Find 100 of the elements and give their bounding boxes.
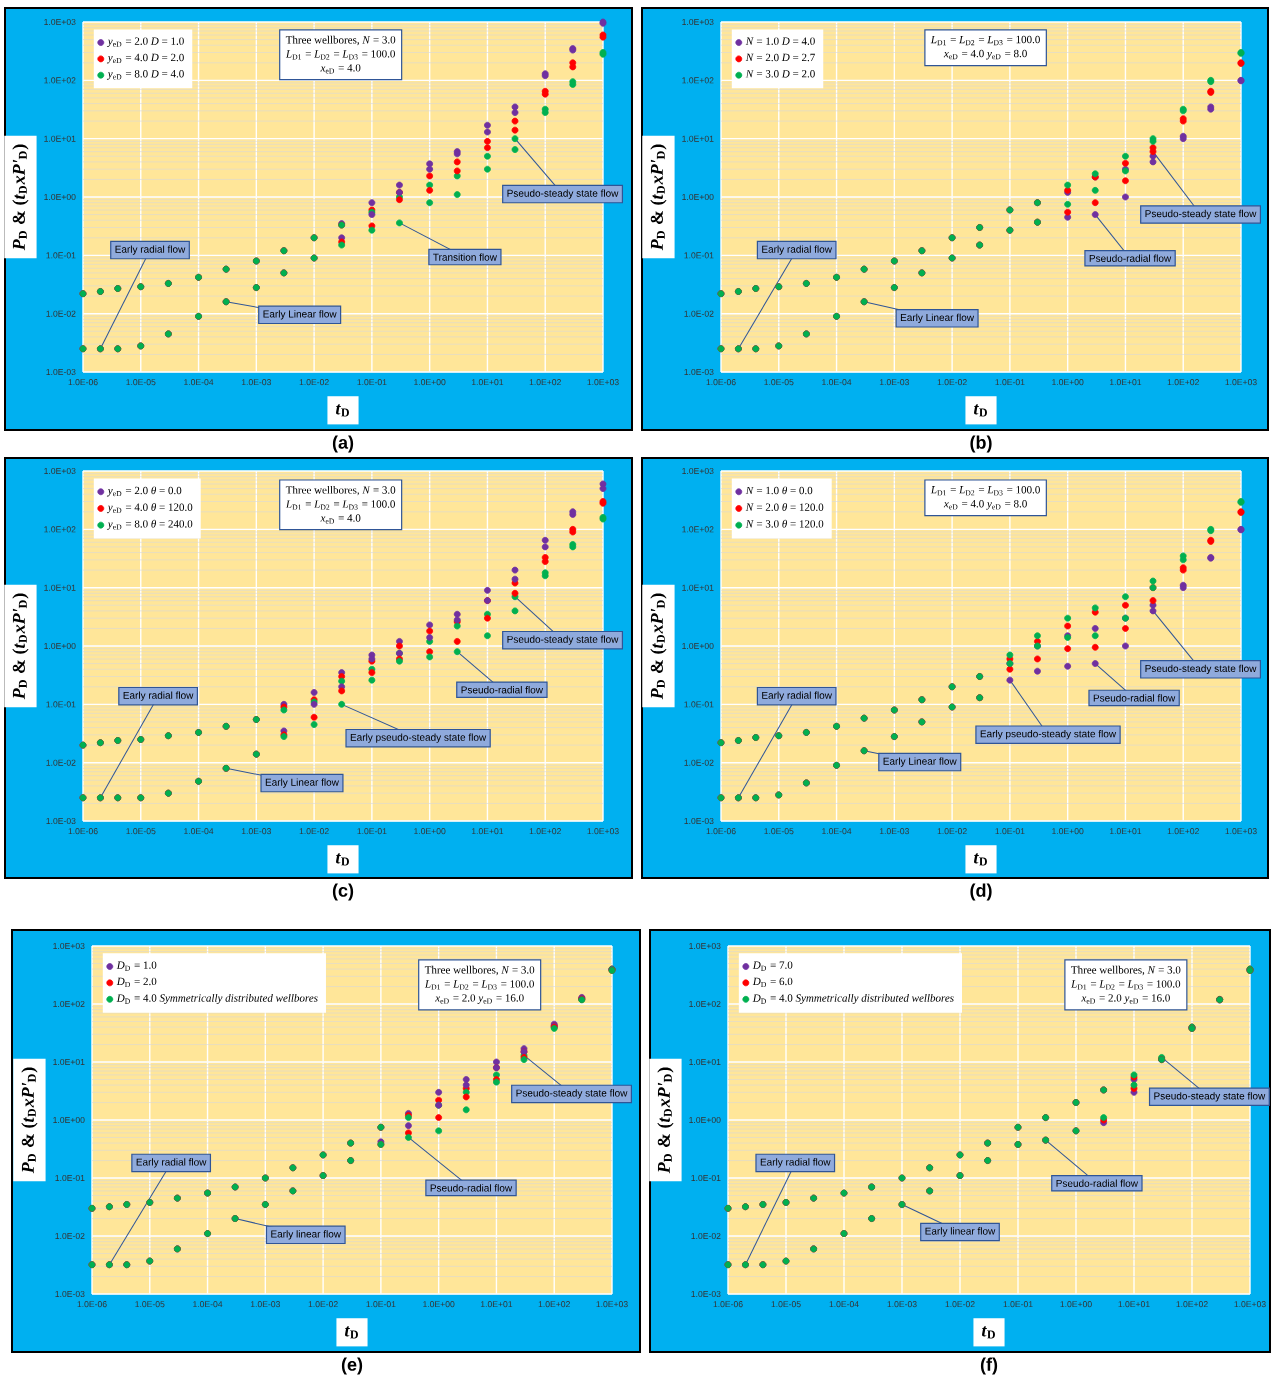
y-tick-label: 1.0E+02 bbox=[682, 77, 714, 84]
annotation: Early pseudo-steady state flow bbox=[350, 733, 487, 743]
x-tick-label: 1.0E+00 bbox=[414, 379, 446, 386]
y-tick-label: 1.0E+00 bbox=[44, 193, 76, 201]
y-tick-label: 1.0E+00 bbox=[682, 193, 714, 201]
x-tick-label: 1.0E-03 bbox=[241, 828, 271, 835]
y-tick-label: 1.0E+01 bbox=[53, 1058, 85, 1066]
x-tick-label: 1.0E-02 bbox=[937, 828, 967, 835]
x-axis-title: t$_{D}$ bbox=[335, 404, 349, 417]
annotation: Transition flow bbox=[433, 253, 497, 261]
annotation: Pseudo-radial flow bbox=[430, 1184, 513, 1192]
x-tick-label: 1.0E+01 bbox=[1109, 379, 1142, 386]
y-tick-label: 1.0E+00 bbox=[44, 642, 76, 650]
y-tick-label: 1.0E+00 bbox=[682, 642, 714, 650]
annotation: Early pseudo-steady state flow bbox=[980, 730, 1117, 740]
x-tick-label: 1.0E-05 bbox=[126, 828, 156, 835]
legend-label: D$_{D}$ = 1.0 bbox=[116, 961, 157, 971]
x-tick-label: 1.0E-06 bbox=[706, 828, 736, 835]
text: L$_{D1}$ = L$_{D2}$ = L$_{D3}$ = 100.0 bbox=[424, 980, 534, 990]
x-tick-label: 1.0E-05 bbox=[771, 1301, 801, 1308]
x-tick-label: 1.0E+02 bbox=[538, 1301, 570, 1308]
x-tick-label: 1.0E-06 bbox=[706, 379, 736, 386]
y-tick-label: 1.0E-01 bbox=[684, 701, 714, 708]
y-tick-label: 1.0E+00 bbox=[53, 1116, 85, 1124]
annotation: Pseudo-steady state flow bbox=[1145, 664, 1257, 674]
annotation: x$_{eD}$ = 2.0 y$_{eD}$ = 16.0 bbox=[435, 994, 524, 1004]
y-tick-label: 1.0E+03 bbox=[682, 18, 714, 26]
y-tick-label: 1.0E-01 bbox=[55, 1174, 85, 1182]
x-tick-label: 1.0E+01 bbox=[471, 379, 504, 386]
x-tick-label: 1.0E-03 bbox=[250, 1301, 280, 1308]
x-tick-label: 1.0E-01 bbox=[995, 379, 1025, 386]
y-tick-label: 1.0E-02 bbox=[46, 310, 76, 317]
legend-label: N = 2.0 D = 2.7 bbox=[745, 53, 815, 62]
legend-label: y$_{eD}$ = 2.0 D = 1.0 bbox=[106, 37, 184, 48]
annotation: Three wellbores, N = 3.0 bbox=[285, 35, 396, 46]
annotation: x$_{eD}$ = 4.0 bbox=[320, 64, 361, 74]
x-tick-label: 1.0E-06 bbox=[77, 1301, 107, 1308]
y-tick-label: 1.0E+01 bbox=[682, 584, 714, 591]
x-tick-label: 1.0E-02 bbox=[945, 1301, 975, 1308]
x-tick-label: 1.0E-02 bbox=[308, 1301, 338, 1308]
text: L$_{D1}$ = L$_{D2}$ = L$_{D3}$ = 100.0 bbox=[1071, 980, 1181, 990]
annotation: Pseudo-steady state flow bbox=[507, 189, 619, 199]
annotation: Pseudo-steady state flow bbox=[1154, 1092, 1266, 1102]
x-tick-label: 1.0E+02 bbox=[529, 828, 561, 835]
legend-label: y$_{eD}$ = 8.0 θ = 240.0 bbox=[106, 519, 193, 530]
text: (f) bbox=[980, 1357, 998, 1375]
annotation: Pseudo-radial flow bbox=[1093, 694, 1176, 702]
y-tick-label: 1.0E+02 bbox=[53, 1000, 85, 1008]
text: L$_{D1}$ = L$_{D2}$ = L$_{D3}$ = 100.0 bbox=[930, 35, 1040, 46]
annotation: Early radial flow bbox=[760, 1158, 831, 1168]
annotation: Early linear flow bbox=[271, 1230, 342, 1240]
x-tick-label: 1.0E-03 bbox=[241, 379, 271, 386]
x-axis-title: t$_{D}$ bbox=[973, 853, 987, 866]
y-axis-title: P$_{D}$ & (t$_{D}$xP'$_{D}$) bbox=[650, 144, 667, 251]
annotation: x$_{eD}$ = 4.0 y$_{eD}$ = 8.0 bbox=[943, 500, 1027, 510]
y-tick-label: 1.0E-02 bbox=[55, 1232, 85, 1240]
x-tick-label: 1.0E-04 bbox=[184, 379, 214, 386]
legend-label: N = 3.0 θ = 120.0 bbox=[745, 519, 824, 528]
y-tick-label: 1.0E+02 bbox=[682, 526, 714, 533]
y-tick-label: 1.0E+03 bbox=[53, 942, 85, 950]
y-tick-label: 1.0E+00 bbox=[689, 1116, 721, 1124]
y-tick-label: 1.0E-01 bbox=[46, 252, 76, 259]
y-tick-label: 1.0E+01 bbox=[682, 135, 714, 142]
legend-label: D$_{D}$ = 2.0 bbox=[116, 977, 157, 987]
annotation: Pseudo-steady state flow bbox=[1145, 209, 1257, 220]
annotation: Pseudo-radial flow bbox=[461, 686, 544, 694]
annotation: Pseudo-radial flow bbox=[1056, 1179, 1139, 1187]
y-tick-label: 1.0E+03 bbox=[689, 942, 721, 950]
x-tick-label: 1.0E-06 bbox=[68, 379, 98, 386]
text: (b) bbox=[970, 435, 992, 453]
legend-label: N = 3.0 D = 2.0 bbox=[745, 70, 815, 78]
x-tick-label: 1.0E+02 bbox=[1167, 379, 1199, 386]
y-tick-label: 1.0E+01 bbox=[44, 584, 76, 591]
x-tick-label: 1.0E-05 bbox=[135, 1301, 165, 1308]
y-tick-label: 1.0E-02 bbox=[46, 759, 76, 766]
annotation: Early radial flow bbox=[136, 1158, 207, 1168]
y-tick-label: 1.0E-03 bbox=[684, 368, 714, 376]
y-tick-label: 1.0E-03 bbox=[691, 1290, 721, 1298]
x-tick-label: 1.0E-06 bbox=[68, 828, 98, 835]
x-tick-label: 1.0E-01 bbox=[1003, 1301, 1033, 1308]
legend-label: D$_{D}$ = 4.0 Symmetrically distributed wellbores bbox=[752, 993, 954, 1005]
x-axis-title: t$_{D}$ bbox=[981, 1326, 995, 1339]
x-tick-label: 1.0E+03 bbox=[1225, 828, 1257, 835]
x-tick-label: 1.0E+01 bbox=[1118, 1301, 1150, 1308]
x-tick-label: 1.0E-05 bbox=[764, 828, 794, 835]
y-tick-label: 1.0E-02 bbox=[691, 1232, 721, 1240]
y-tick-label: 1.0E-03 bbox=[46, 817, 76, 825]
annotation: Early radial flow bbox=[762, 245, 832, 255]
x-tick-label: 1.0E-04 bbox=[193, 1301, 223, 1308]
text: L$_{D1}$ = L$_{D2}$ = L$_{D3}$ = 100.0 bbox=[930, 486, 1040, 496]
x-axis-title: t$_{D}$ bbox=[335, 853, 349, 866]
y-tick-label: 1.0E-01 bbox=[684, 252, 714, 259]
x-tick-label: 1.0E+03 bbox=[1234, 1301, 1266, 1308]
annotation: Pseudo-steady state flow bbox=[516, 1089, 628, 1099]
x-tick-label: 1.0E-04 bbox=[822, 828, 852, 835]
y-tick-label: 1.0E-02 bbox=[684, 759, 714, 766]
x-tick-label: 1.0E+00 bbox=[1052, 828, 1084, 835]
x-tick-label: 1.0E-04 bbox=[822, 379, 852, 386]
x-tick-label: 1.0E+00 bbox=[1052, 379, 1084, 386]
legend-label: D$_{D}$ = 7.0 bbox=[752, 961, 793, 971]
